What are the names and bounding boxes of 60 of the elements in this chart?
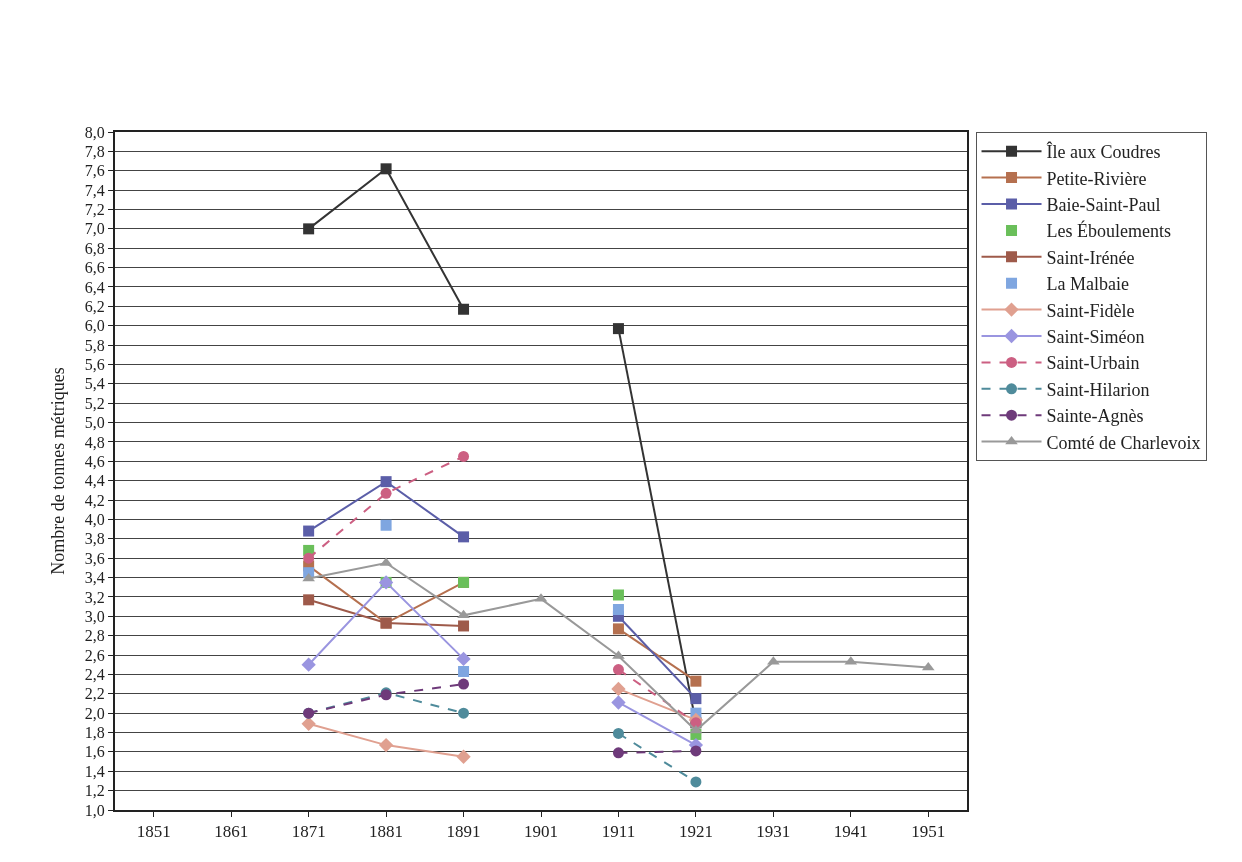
y-tick-label: 7,8 <box>84 142 105 160</box>
y-tick-label: 7,6 <box>84 162 105 180</box>
y-tick-label: 5,2 <box>84 394 105 412</box>
legend-label: Île aux Coudres <box>1046 141 1161 163</box>
legend-label: Petite-Rivière <box>1046 168 1147 189</box>
y-tick-label: 2,0 <box>84 704 105 722</box>
y-tick-label: 3,8 <box>84 530 105 548</box>
y-tick-label: 4,4 <box>84 472 105 490</box>
x-tick-label: 1881 <box>369 822 404 842</box>
y-tick-label: 1,6 <box>84 743 105 761</box>
y-tick-label: 7,0 <box>84 220 105 238</box>
y-tick-label: 2,2 <box>84 685 105 703</box>
legend-label: Sainte-Agnès <box>1046 406 1144 427</box>
y-tick-label: 2,6 <box>84 646 105 664</box>
y-tick-label: 5,0 <box>84 414 105 432</box>
y-tick-label: 4,2 <box>84 491 105 509</box>
y-tick-label: 6,0 <box>84 317 105 335</box>
legend-label: La Malbaie <box>1046 274 1129 295</box>
y-tick-label: 1,2 <box>84 782 105 800</box>
legend-label: Saint-Urbain <box>1046 353 1140 374</box>
x-tick-label: 1871 <box>291 822 326 842</box>
y-tick-label: 6,6 <box>84 259 105 277</box>
y-tick-label: 2,4 <box>84 666 105 683</box>
x-tick-label: 1891 <box>446 822 481 842</box>
y-tick-label: 3,2 <box>84 588 105 606</box>
legend-label: Baie-Saint-Paul <box>1046 195 1161 216</box>
x-tick-label: 1941 <box>833 822 868 842</box>
x-tick-label: 1931 <box>756 822 791 842</box>
y-tick-label: 5,8 <box>84 336 105 354</box>
y-tick-label: 7,2 <box>84 201 105 219</box>
legend-label: Saint-Irénée <box>1046 247 1135 268</box>
y-tick-label: 2,8 <box>84 627 105 645</box>
legend-label: Saint-Hilarion <box>1046 379 1150 400</box>
y-tick-label: 7,4 <box>84 181 105 199</box>
y-tick-label: 5,6 <box>84 356 105 374</box>
y-tick-label: 8,0 <box>84 123 105 141</box>
x-tick-label: 1901 <box>524 822 558 842</box>
y-tick-label: 1,4 <box>84 762 105 780</box>
y-tick-label: 3,4 <box>84 569 105 587</box>
x-tick-label: 1921 <box>678 822 713 842</box>
x-tick-label: 1861 <box>214 822 249 842</box>
y-axis-title: Nombre de tonnes métriques <box>48 367 69 575</box>
x-tick-label: 1951 <box>911 822 946 842</box>
y-tick-label: 4,6 <box>84 452 105 470</box>
y-tick-label: 3,0 <box>84 607 105 625</box>
y-tick-label: 6,2 <box>84 297 105 315</box>
legend-label: Saint-Fidèle <box>1046 300 1135 321</box>
y-tick-label: 4,0 <box>84 511 105 529</box>
y-tick-label: 1,0 <box>84 801 105 819</box>
y-tick-label: 6,4 <box>84 278 105 296</box>
y-tick-label: 1,8 <box>84 724 105 742</box>
x-tick-label: 1911 <box>601 822 636 842</box>
x-tick-label: 1851 <box>136 822 171 842</box>
legend-label: Les Éboulements <box>1046 220 1171 242</box>
y-tick-label: 4,8 <box>84 433 105 451</box>
legend-label: Saint-Siméon <box>1046 327 1145 348</box>
legend-label: Comté de Charlevoix <box>1046 432 1201 453</box>
y-tick-label: 6,8 <box>84 239 105 257</box>
y-tick-label: 3,6 <box>84 549 105 567</box>
y-tick-label: 5,4 <box>84 375 105 393</box>
